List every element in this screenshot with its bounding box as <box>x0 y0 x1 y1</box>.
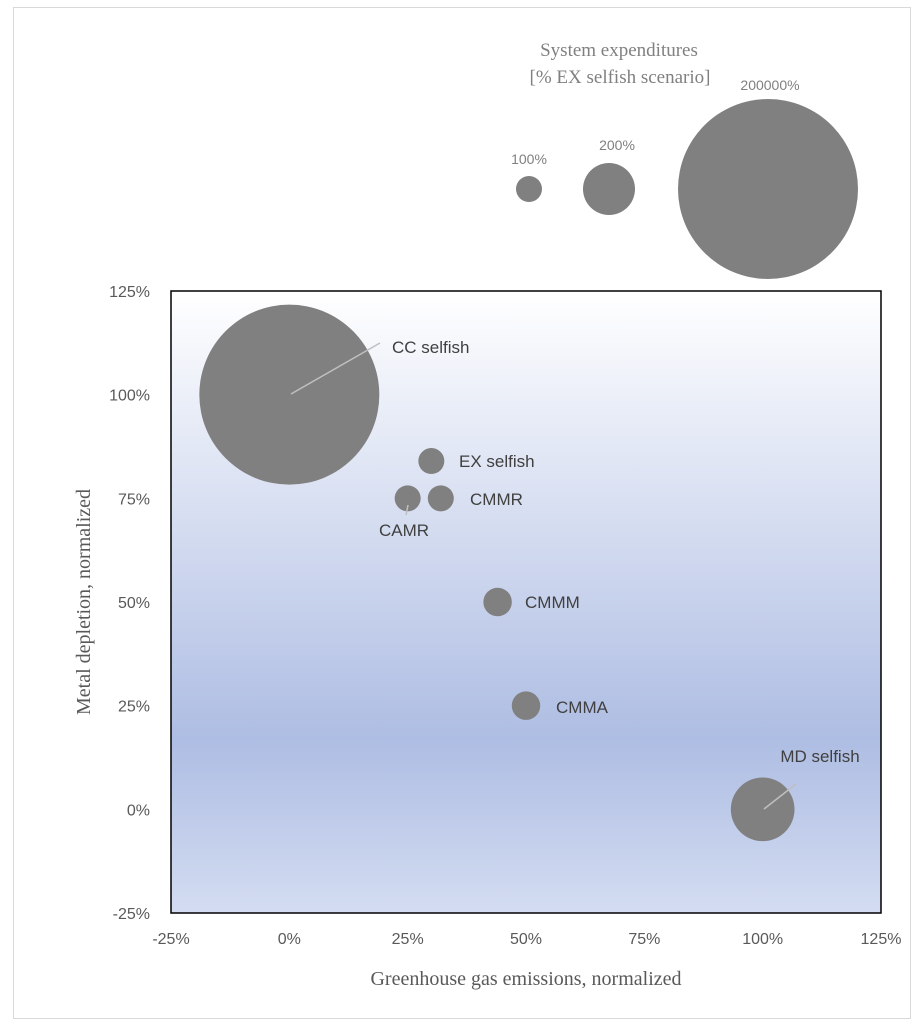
x-axis-title: Greenhouse gas emissions, normalized <box>370 968 681 990</box>
bubble-point <box>730 777 795 842</box>
legend-bubble <box>516 176 542 202</box>
size-legend: System expenditures [% EX selfish scenar… <box>511 40 858 279</box>
y-tick-label: 100% <box>109 388 150 405</box>
x-tick-label: 75% <box>628 931 660 948</box>
data-label: CMMM <box>525 593 580 612</box>
legend-bubble-label: 200000% <box>740 77 799 93</box>
data-label: CMMA <box>556 698 609 717</box>
bubble-point <box>511 691 541 720</box>
leader-lines <box>290 342 797 810</box>
x-tick-label: 0% <box>278 931 301 948</box>
y-tick-labels: -25% 0% 25% 50% 75% 100% 125% <box>109 284 150 923</box>
bubble-point <box>418 448 445 475</box>
y-tick-label: 0% <box>127 802 150 819</box>
data-label: CMMR <box>470 490 523 509</box>
data-label: CC selfish <box>392 338 469 357</box>
leader-line <box>290 342 381 395</box>
legend-bubble <box>678 99 858 279</box>
y-tick-label: 25% <box>118 699 150 716</box>
legend-title-line1: System expenditures <box>540 40 698 61</box>
y-tick-label: 125% <box>109 284 150 301</box>
bubble-point <box>199 304 380 485</box>
data-label: CAMR <box>379 521 429 540</box>
legend-bubble <box>583 163 635 215</box>
y-tick-label: 75% <box>118 491 150 508</box>
y-tick-label: -25% <box>113 906 150 923</box>
bubbles <box>199 304 795 842</box>
x-tick-labels: -25% 0% 25% 50% 75% 100% 125% <box>152 931 901 948</box>
leader-line <box>763 783 797 810</box>
bubble-point <box>483 587 512 617</box>
legend-bubble-label: 200% <box>599 137 635 153</box>
x-tick-label: 25% <box>392 931 424 948</box>
legend-bubble-label: 100% <box>511 151 547 167</box>
bubble-point <box>394 485 421 512</box>
x-tick-label: 125% <box>861 931 902 948</box>
y-tick-label: 50% <box>118 595 150 612</box>
x-tick-label: 50% <box>510 931 542 948</box>
data-label: EX selfish <box>459 452 535 471</box>
y-axis-title: Metal depletion, normalized <box>73 489 95 715</box>
legend-title-line2: [% EX selfish scenario] <box>530 67 711 88</box>
x-tick-label: -25% <box>152 931 189 948</box>
leader-line <box>405 504 409 516</box>
data-labels: CC selfish EX selfish CAMR CMMR CMMM CMMA MD s… <box>379 338 860 766</box>
x-tick-label: 100% <box>742 931 783 948</box>
bubble-point <box>427 485 454 512</box>
data-label: MD selfish <box>780 747 859 766</box>
